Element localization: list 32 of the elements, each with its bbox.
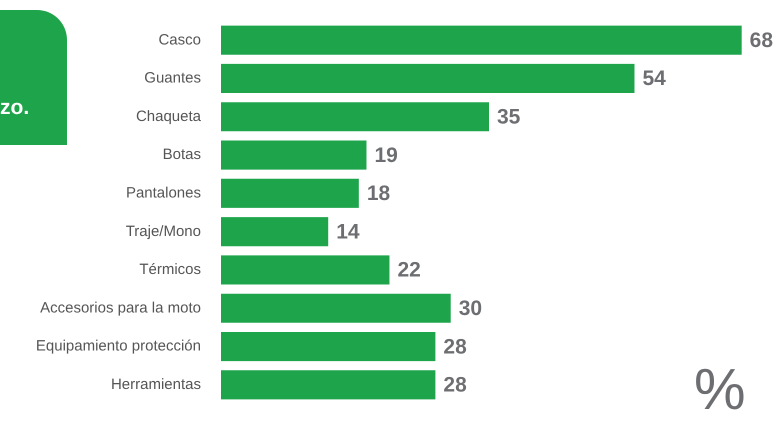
y-tick-label: Equipamiento protección [36,338,201,355]
bar [221,102,489,132]
y-tick-label: Botas [162,146,201,164]
text: zo. [0,96,30,120]
bar [221,294,451,323]
y-tick-label: Accesorios para la moto [40,299,201,316]
y-tick-label: Casco [158,31,201,48]
bar [221,370,436,400]
data-label: 54 [642,67,666,90]
bar [221,64,634,94]
bar [221,178,359,208]
annotation: % [694,356,746,424]
data-label: 19 [374,144,398,167]
data-label: 18 [366,182,391,206]
y-tick-label: Traje/Mono [126,222,201,240]
bar [221,26,742,55]
data-label: 28 [443,374,468,397]
y-tick-label: Guantes [144,70,201,87]
data-label: 14 [336,220,360,244]
data-label: 30 [458,297,482,320]
y-tick-label: Térmicos [139,261,201,278]
bar [221,255,390,285]
bar [221,217,328,246]
bar [221,140,366,170]
y-tick-label: Pantalones [126,184,201,202]
data-label: 35 [497,106,521,129]
bar [221,332,436,362]
data-label: 28 [443,335,468,358]
y-tick-label: Herramientas [110,376,201,393]
y-tick-label: Chaqueta [136,108,202,125]
data-label: 22 [397,258,421,282]
data-label: 68 [750,28,774,52]
